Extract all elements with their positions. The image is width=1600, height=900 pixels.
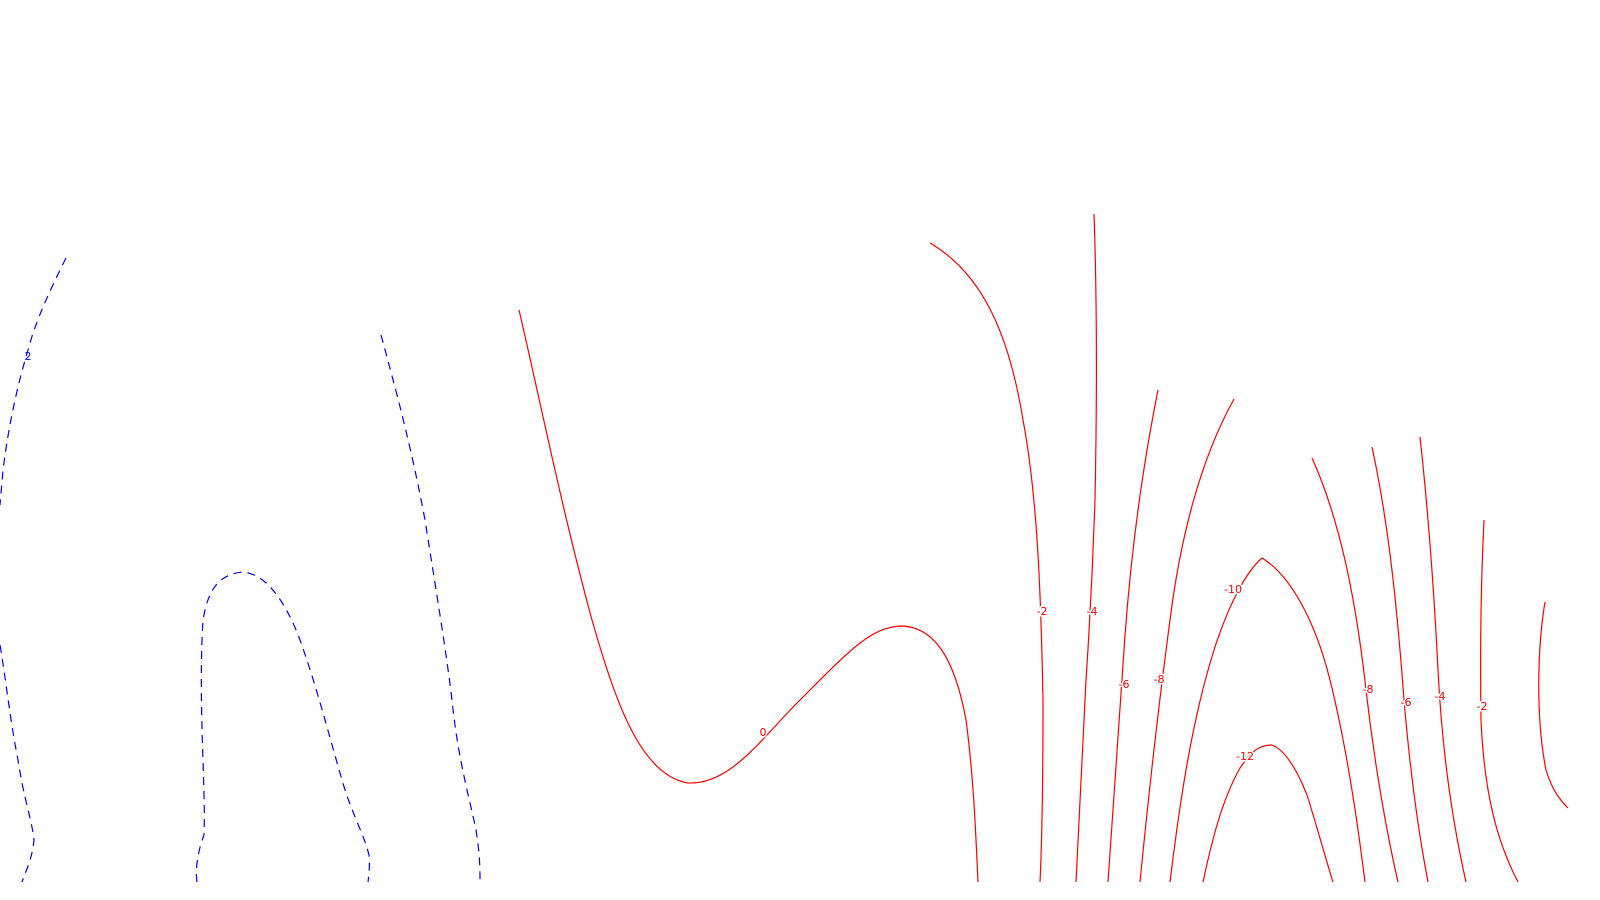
contour-line-pos-2-left-lower	[0, 644, 35, 883]
contour-label-neg6: -6	[1119, 678, 1130, 691]
contour-line-neg2-c	[1538, 601, 1569, 809]
contour-line-0	[518, 309, 979, 883]
contour-label-0: 0	[760, 726, 767, 739]
contour-label-neg4-b: -4	[1435, 690, 1446, 703]
contour-line-neg2-a	[929, 242, 1044, 883]
contour-line-pos-2-right	[380, 334, 481, 883]
contour-line-neg4-b	[1419, 436, 1467, 883]
contour-label-neg8: -8	[1154, 673, 1165, 686]
contour-label-neg4: -4	[1087, 605, 1098, 618]
contour-line-neg10	[1169, 557, 1366, 883]
contour-label-neg12: -12	[1236, 750, 1254, 763]
contour-line-neg6-a	[1107, 389, 1159, 883]
contour-line-neg6-b	[1371, 446, 1429, 883]
contour-label-neg2: -2	[1037, 605, 1048, 618]
contour-line-pos-2-bump	[195, 571, 371, 883]
contour-label-neg6-b: -6	[1401, 696, 1412, 709]
contour-label-2: 2	[25, 350, 32, 363]
contour-label-neg2-b: -2	[1477, 700, 1488, 713]
contour-line-neg8-b	[1311, 457, 1399, 883]
contour-label-neg8-b: -8	[1363, 683, 1374, 696]
contour-line-neg8-a	[1139, 398, 1235, 883]
contour-line-neg2-b	[1480, 519, 1519, 883]
contour-line-neg12	[1202, 744, 1334, 883]
contour-line-neg4-a	[1075, 213, 1097, 883]
contour-label-neg10: -10	[1224, 583, 1242, 596]
contour-line-pos-2-left	[0, 257, 67, 506]
